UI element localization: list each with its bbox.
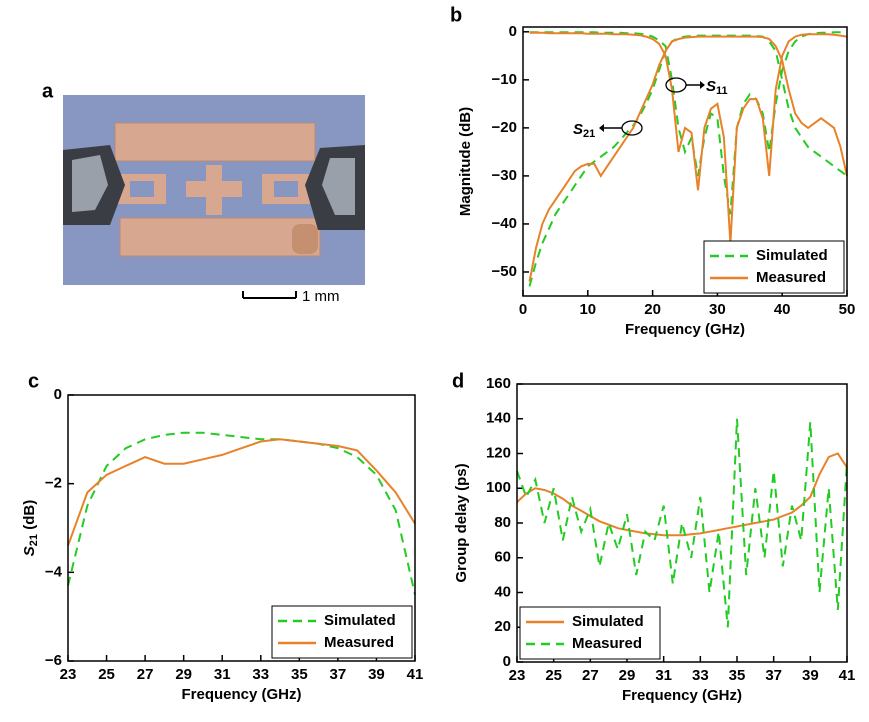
y-tick-label: 0	[54, 386, 62, 403]
x-tick-label: 27	[582, 667, 599, 684]
legend-label: Measured	[572, 635, 642, 652]
x-tick-label: 31	[214, 666, 231, 683]
data-line	[67, 431, 416, 595]
panel-label: d	[452, 370, 464, 392]
x-tick-label: 10	[579, 301, 596, 318]
y-tick-label: −2	[45, 475, 62, 492]
y-axis-label-sub: 21	[28, 534, 40, 546]
y-tick-label: −10	[492, 71, 517, 88]
x-tick-label: 25	[98, 666, 115, 683]
y-tick-label: 40	[494, 583, 511, 600]
x-tick-label: 39	[802, 667, 819, 684]
legend-box	[271, 605, 413, 659]
legend-box	[519, 606, 661, 660]
x-tick-label: 20	[644, 301, 661, 318]
x-tick-label: 37	[765, 667, 782, 684]
x-tick-label: 25	[545, 667, 562, 684]
y-tick-label: 100	[486, 479, 511, 496]
x-tick-label: 0	[519, 301, 527, 318]
y-tick-label: 0	[509, 23, 517, 40]
scale-bar-label: 1 mm	[302, 288, 340, 305]
annotation: S11	[706, 78, 728, 97]
x-tick-label: 35	[291, 666, 308, 683]
y-tick-label: 140	[486, 410, 511, 427]
plot-frame	[522, 26, 848, 297]
annotation-marker	[665, 77, 687, 93]
legend-label: Measured	[324, 634, 394, 651]
x-tick-label: 33	[252, 666, 269, 683]
x-tick-label: 23	[509, 667, 526, 684]
legend-label: Simulated	[324, 612, 396, 629]
legend-label: Simulated	[756, 247, 828, 264]
x-tick-label: 39	[368, 666, 385, 683]
x-axis-label: Frequency (GHz)	[622, 687, 742, 704]
data-line	[516, 452, 848, 537]
y-tick-label: 60	[494, 549, 511, 566]
data-line	[516, 418, 848, 628]
panel-label: b	[450, 4, 462, 26]
x-tick-label: 40	[774, 301, 791, 318]
y-axis-label: Group delay (ps)	[453, 463, 470, 582]
annotation-arrowhead	[700, 81, 705, 89]
annotation: S21	[573, 121, 595, 140]
legend-label: Measured	[756, 269, 826, 286]
x-tick-label: 23	[60, 666, 77, 683]
y-tick-label: 20	[494, 618, 511, 635]
y-tick-label: −20	[492, 119, 517, 136]
data-line	[67, 438, 416, 547]
x-tick-label: 33	[692, 667, 709, 684]
x-tick-label: 29	[175, 666, 192, 683]
x-tick-label: 35	[729, 667, 746, 684]
annotation-arrowhead	[599, 124, 604, 132]
plot-frame	[67, 394, 416, 662]
y-axis-label-main: S	[21, 546, 38, 556]
legend-label: Simulated	[572, 613, 644, 630]
x-tick-label: 41	[839, 667, 856, 684]
panel-label: c	[28, 370, 39, 392]
y-tick-label: 160	[486, 375, 511, 392]
x-axis-label: Frequency (GHz)	[625, 321, 745, 338]
x-tick-label: 27	[137, 666, 154, 683]
annotation-sub: 11	[716, 85, 728, 97]
x-tick-label: 29	[619, 667, 636, 684]
x-tick-label: 31	[655, 667, 672, 684]
x-tick-label: 37	[330, 666, 347, 683]
annotation-sub: 21	[583, 128, 595, 140]
y-tick-label: −30	[492, 167, 517, 184]
y-axis-label: Magnitude (dB)	[457, 107, 474, 216]
annotation-main: S	[706, 78, 716, 95]
y-tick-label: 0	[503, 653, 511, 670]
panel-label: a	[42, 80, 54, 102]
legend-box	[703, 240, 845, 294]
y-axis-label: S21 (dB)	[21, 500, 40, 556]
x-tick-label: 50	[839, 301, 856, 318]
y-axis-label-unit: (dB)	[21, 500, 38, 534]
y-tick-label: −40	[492, 215, 517, 232]
y-tick-label: −6	[45, 652, 62, 669]
y-tick-label: −4	[45, 563, 63, 580]
x-axis-label: Frequency (GHz)	[181, 686, 301, 703]
data-line	[528, 35, 848, 282]
y-tick-label: 120	[486, 444, 511, 461]
y-tick-label: −50	[492, 263, 517, 280]
x-tick-label: 30	[709, 301, 726, 318]
annotation-main: S	[573, 121, 583, 138]
device-photo	[63, 95, 365, 285]
x-tick-label: 41	[407, 666, 424, 683]
plot-frame	[516, 383, 848, 663]
data-line	[529, 31, 848, 244]
y-tick-label: 80	[494, 514, 511, 531]
